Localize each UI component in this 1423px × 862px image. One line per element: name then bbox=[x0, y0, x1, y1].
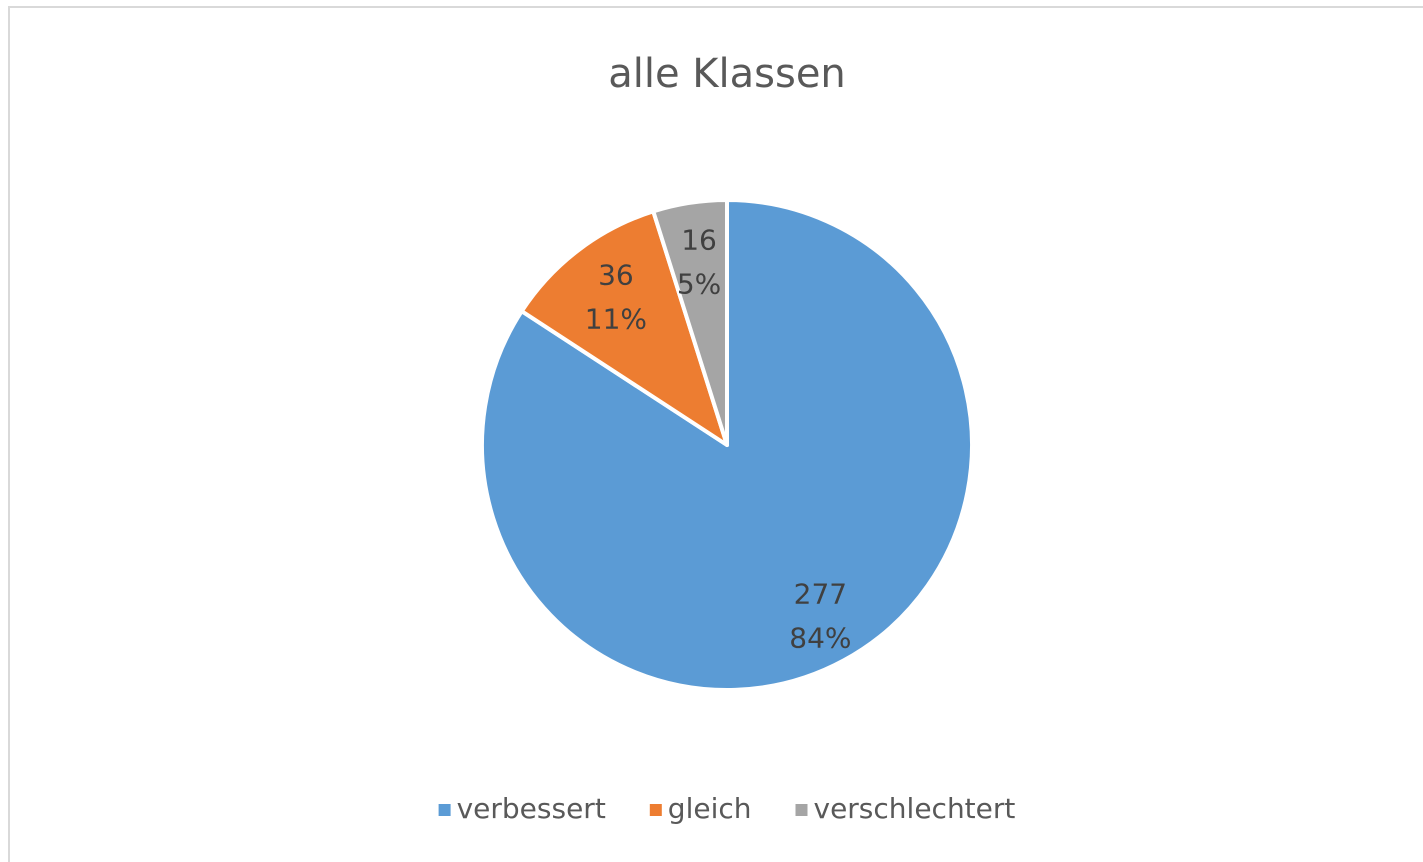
data-label: 36 bbox=[598, 259, 634, 292]
legend-swatch bbox=[649, 804, 662, 816]
legend-label: verbessert bbox=[457, 792, 606, 825]
data-label: 16 bbox=[681, 223, 717, 256]
pie-slice bbox=[651, 198, 729, 447]
data-label: 277 bbox=[794, 577, 847, 610]
percentage-label: 84% bbox=[789, 621, 851, 654]
legend-label: gleich bbox=[668, 792, 752, 825]
pie-slice bbox=[519, 209, 729, 447]
legend-label: verschlechtert bbox=[814, 792, 1016, 825]
percentage-label: 5% bbox=[677, 267, 721, 300]
percentage-label: 11% bbox=[585, 303, 647, 336]
legend-swatch bbox=[795, 804, 808, 816]
pie-slice bbox=[480, 198, 974, 692]
legend-swatch bbox=[438, 804, 451, 816]
chart-title: alle Klassen bbox=[608, 51, 846, 97]
